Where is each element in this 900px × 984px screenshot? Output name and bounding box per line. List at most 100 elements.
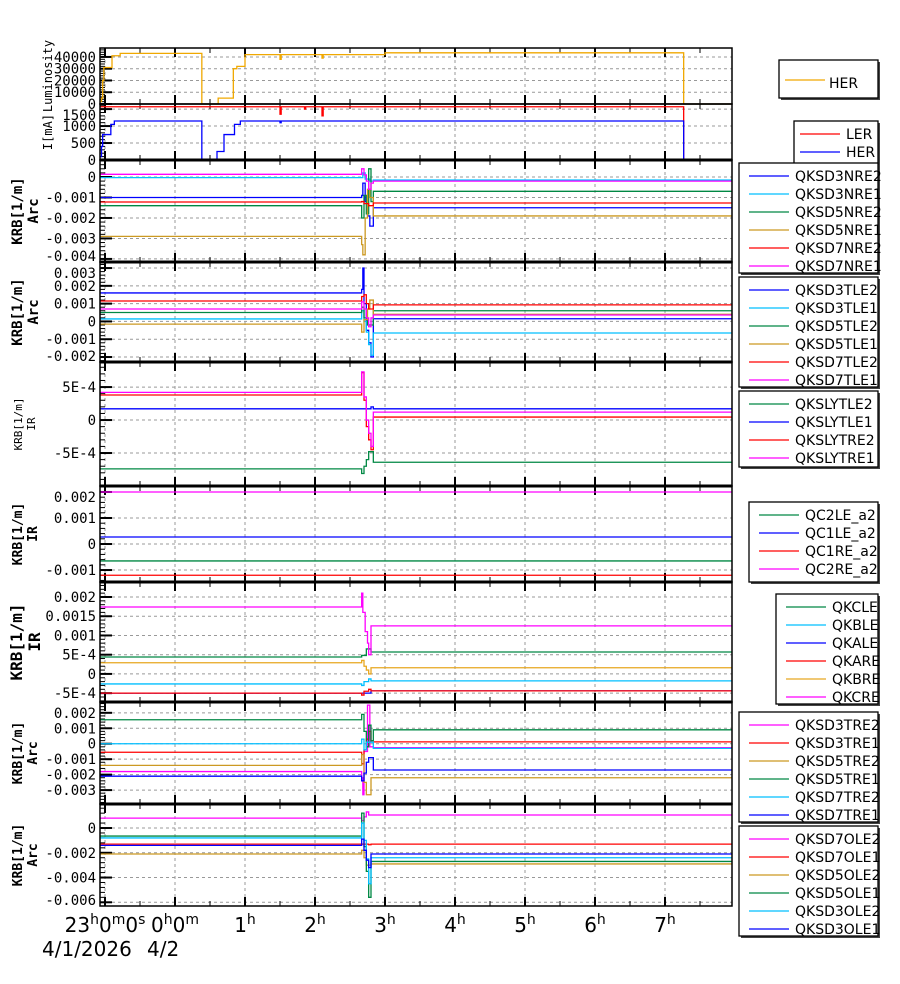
series-line-QKSD7TLE2 bbox=[100, 294, 732, 310]
legend-entry: QKSD7NRE2 bbox=[795, 241, 882, 257]
legend-entry: QKSD5NRE1 bbox=[795, 223, 882, 239]
series-line-QKSD5NRE1 bbox=[100, 188, 732, 256]
y-axis-label-line: Arc bbox=[26, 198, 42, 223]
y-axis-label-line: IR bbox=[26, 526, 41, 542]
legend-entry: QKCLE bbox=[832, 600, 878, 616]
panel-8: 0.0020.0010-0.001-0.002-0.003KRB[1/m]Arc… bbox=[11, 700, 880, 824]
y-tick-label: 20000 bbox=[54, 73, 96, 89]
legend-entry: QKSLYTRE1 bbox=[795, 451, 875, 467]
y-tick-label: 0 bbox=[88, 97, 96, 113]
y-axis-label-line: KRB[1/m] bbox=[11, 824, 26, 887]
legend-box bbox=[738, 162, 879, 274]
y-axis-label: KRB[1/m]IR bbox=[11, 503, 41, 566]
y-tick-label: -0.004 bbox=[45, 871, 96, 887]
y-tick-label: 0 bbox=[88, 413, 96, 429]
panel-4: 0.0030.0020.0010-0.001-0.002KRB[1/m]ArcQ… bbox=[10, 260, 880, 389]
y-tick-label: 0 bbox=[88, 314, 96, 330]
series-line-QKSLYTRE2 bbox=[100, 371, 732, 451]
legend-entry: QKSD3NRE2 bbox=[795, 169, 882, 185]
y-tick-label: 10000 bbox=[54, 85, 96, 101]
panel-frame bbox=[99, 485, 733, 583]
legend-entry: QKBLE bbox=[832, 618, 878, 634]
series-line-QKSD7TRE1 bbox=[100, 756, 732, 782]
y-axis-label: KRB[1/m]Arc bbox=[10, 278, 42, 345]
y-tick-label: 0.002 bbox=[54, 279, 96, 295]
y-tick-label: 0.001 bbox=[54, 297, 96, 313]
y-tick-label: 500 bbox=[71, 136, 96, 152]
x-tick-label: 1h bbox=[234, 912, 256, 937]
series-line-QKSLYTLE2 bbox=[100, 451, 732, 475]
series-line-QKSD5TRE2 bbox=[100, 753, 732, 796]
legend-entry: QKSLYTRE2 bbox=[795, 433, 875, 449]
series-line-QKCRE bbox=[100, 592, 732, 656]
series-line-QKSD7TLE1 bbox=[100, 301, 732, 328]
legend-entry: QKSD3NRE1 bbox=[795, 187, 882, 203]
series-line-QKSD7TRE2 bbox=[100, 738, 732, 751]
y-tick-label: -5E-4 bbox=[54, 686, 96, 702]
y-tick-label: 0 bbox=[88, 170, 96, 186]
y-axis-label-line: IR bbox=[25, 632, 44, 652]
legend: QKCLE QKBLE QKALE QKARE QKBRE QKCRE bbox=[775, 593, 880, 706]
legend-entry: QKCRE bbox=[832, 690, 880, 706]
series-line-QKBLE bbox=[100, 678, 732, 687]
legend-box bbox=[778, 59, 879, 99]
panel-9: 0-0.002-0.004-0.006KRB[1/m]ArcQKSD7OLE2Q… bbox=[11, 802, 880, 938]
y-tick-label: -0.001 bbox=[45, 752, 96, 768]
y-tick-label: 0.003 bbox=[54, 266, 96, 282]
y-tick-label: 0 bbox=[88, 667, 96, 683]
legend: LER HER bbox=[793, 120, 880, 168]
legend-entry: HER bbox=[829, 76, 858, 92]
panel-frame bbox=[99, 701, 733, 805]
legend-entry: QKSD7OLE2 bbox=[795, 832, 880, 848]
y-tick-label: 0.002 bbox=[54, 706, 96, 722]
series-line-QKSD7NRE1 bbox=[100, 168, 732, 190]
y-tick-label: -0.002 bbox=[45, 211, 96, 227]
y-axis-label: Luminosity bbox=[41, 40, 55, 112]
legend-entry: QKSD3OLE1 bbox=[795, 922, 880, 938]
legend-box bbox=[775, 593, 879, 705]
y-axis-label: KRB[1/m]IR bbox=[12, 398, 38, 451]
series-line-QKSD5TLE2 bbox=[100, 306, 732, 326]
legend-entry: QKSD7NRE1 bbox=[795, 259, 882, 275]
legend-entry: QC1LE_a2 bbox=[805, 526, 876, 542]
y-tick-label: -0.001 bbox=[45, 190, 96, 206]
series-line-QKARE bbox=[100, 688, 732, 696]
legend-entry: QKSD5TLE2 bbox=[795, 319, 878, 335]
legend-entry: QKSD7TRE2 bbox=[795, 790, 880, 806]
x-tick-label: 0h0m bbox=[151, 912, 199, 937]
y-axis-label-line: Luminosity bbox=[41, 40, 55, 112]
legend-entry: QKSD7OLE1 bbox=[795, 850, 880, 866]
y-tick-label: 0.002 bbox=[54, 590, 96, 606]
legend-entry: QKSD5TRE2 bbox=[795, 754, 880, 770]
legend-entry: QKSD5OLE2 bbox=[795, 868, 880, 884]
y-tick-label: 0.001 bbox=[54, 511, 96, 527]
legend: QKSD3NRE2 QKSD3NRE1 QKSD5NRE2 QKSD5NRE1 QKSD… bbox=[738, 162, 882, 275]
x-tick-label: 6h bbox=[584, 912, 606, 937]
y-axis-label-line: KRB[1/m] bbox=[10, 278, 26, 345]
legend-entry: QC2RE_a2 bbox=[805, 562, 878, 578]
y-tick-label: 0 bbox=[88, 153, 96, 169]
series-line-QKSD7NRE2 bbox=[100, 200, 732, 207]
legend: QKSLYTLE2 QKSLYTLE1 QKSLYTRE2 QKSLYTRE1 bbox=[738, 390, 880, 469]
series-line-QKSD3OLE1 bbox=[100, 838, 732, 869]
legend-entry: QKSD3TLE1 bbox=[795, 301, 878, 317]
y-axis-label-line: KRB[1/m] bbox=[7, 603, 26, 680]
y-tick-label: -0.001 bbox=[45, 563, 96, 579]
y-tick-label: 0 bbox=[88, 821, 96, 837]
x-tick-label: 2h bbox=[304, 912, 326, 937]
legend-entry: QKSD3TRE2 bbox=[795, 718, 880, 734]
series-line-QKBRE bbox=[100, 659, 732, 675]
y-axis-label-line: Arc bbox=[26, 299, 42, 324]
y-tick-label: -0.002 bbox=[45, 349, 96, 365]
y-axis-label-line: KRB[1/m] bbox=[10, 177, 26, 244]
legend-entry: QKBRE bbox=[832, 672, 880, 688]
y-axis-label-line: KRB[1/m] bbox=[11, 503, 26, 566]
legend: QKSD3TLE2 QKSD3TLE1 QKSD5TLE2 QKSD5TLE1 QKSD… bbox=[738, 276, 880, 389]
series-line-QKSD5TLE1 bbox=[100, 299, 732, 333]
y-tick-label: 5E-4 bbox=[62, 380, 96, 396]
panel-frame bbox=[99, 103, 733, 161]
y-tick-label: 40000 bbox=[54, 50, 96, 66]
